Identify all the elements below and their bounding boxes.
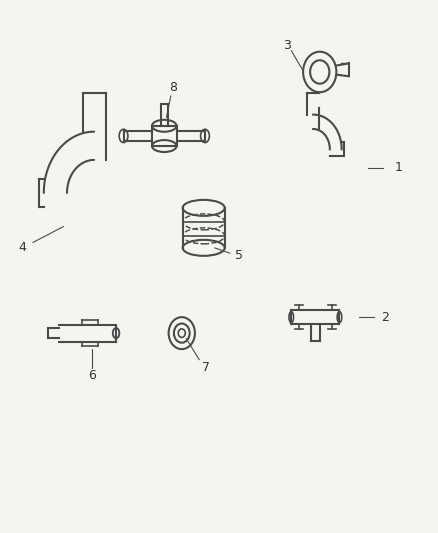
Text: 7: 7 [202,361,210,374]
Text: 5: 5 [235,249,243,262]
Bar [152,126,177,146]
Text: 8: 8 [169,82,177,94]
Text: 4: 4 [18,241,26,254]
Text: 6: 6 [88,369,96,382]
Text: 3: 3 [283,39,291,52]
Text: 2: 2 [381,311,389,324]
Text: 1: 1 [395,161,403,174]
